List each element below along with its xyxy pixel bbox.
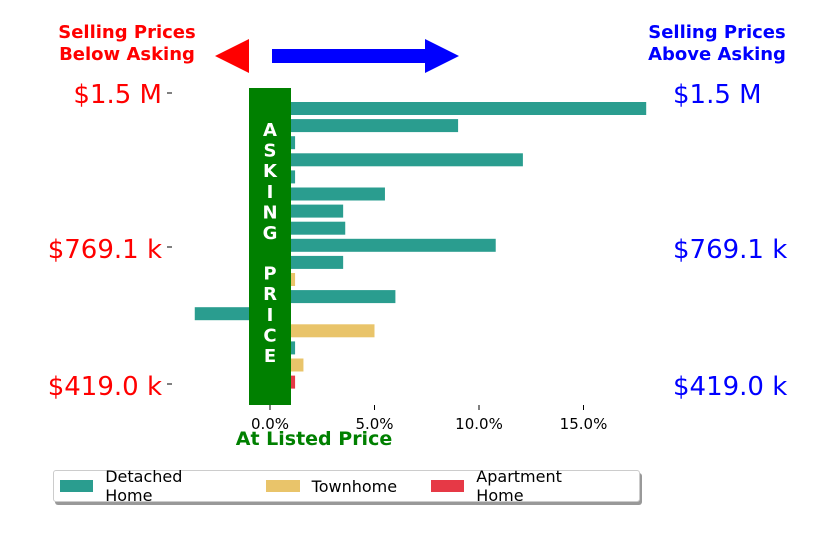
header-above-line2: Above Asking xyxy=(648,44,786,65)
legend-swatch xyxy=(60,480,94,492)
x-tick-label: 5.0% xyxy=(355,415,393,433)
legend-swatch xyxy=(431,480,465,492)
band-letter: G xyxy=(263,223,278,244)
asking-price-band xyxy=(249,88,291,405)
bar xyxy=(270,102,647,115)
bar xyxy=(270,187,385,201)
y-label-right: $419.0 k xyxy=(673,372,787,402)
legend-label: Townhome xyxy=(311,476,398,496)
left-arrow-icon xyxy=(215,39,249,73)
y-label-left: $419.0 k xyxy=(48,372,162,402)
y-label-left: $1.5 M xyxy=(73,80,162,110)
y-label-left: $769.1 k xyxy=(48,235,162,265)
x-tick-label: 10.0% xyxy=(455,415,503,433)
band-letter: K xyxy=(263,161,278,182)
bar xyxy=(270,119,459,133)
band-letter: A xyxy=(263,120,277,141)
legend-item-detached: Detached Home xyxy=(60,467,232,505)
band-letter: R xyxy=(263,284,277,305)
band-letter: P xyxy=(263,264,276,285)
x-axis-ticks: 0.0% 5.0% 10.0% 15.0% xyxy=(251,405,607,433)
header-above-line1: Selling Prices xyxy=(648,22,785,43)
bar xyxy=(270,290,396,304)
right-arrow-icon xyxy=(272,39,459,73)
band-letter: E xyxy=(264,346,276,367)
x-axis-label: At Listed Price xyxy=(236,428,392,450)
header-below-line2: Below Asking xyxy=(59,44,195,65)
band-letter: N xyxy=(262,202,277,223)
bar xyxy=(270,153,523,167)
band-letter: S xyxy=(264,141,277,162)
x-tick-label: 15.0% xyxy=(560,415,608,433)
legend-item-townhome: Townhome xyxy=(265,476,398,496)
legend-label: Apartment Home xyxy=(476,467,562,505)
y-label-right: $769.1 k xyxy=(673,235,787,265)
band-letter: C xyxy=(263,325,276,346)
legend: Detached Home Townhome Apartment Home xyxy=(53,467,640,505)
header-below-line1: Selling Prices xyxy=(58,22,195,43)
y-label-right: $1.5 M xyxy=(673,80,762,110)
legend-swatch xyxy=(265,480,300,492)
x-tick-label: 0.0% xyxy=(251,415,289,433)
band-letter: I xyxy=(267,305,274,326)
bar xyxy=(270,238,496,252)
legend-label: Detached Home xyxy=(105,467,183,505)
band-letter: I xyxy=(267,182,274,203)
legend-item-apartment: Apartment Home xyxy=(431,467,611,505)
bar xyxy=(270,324,375,338)
